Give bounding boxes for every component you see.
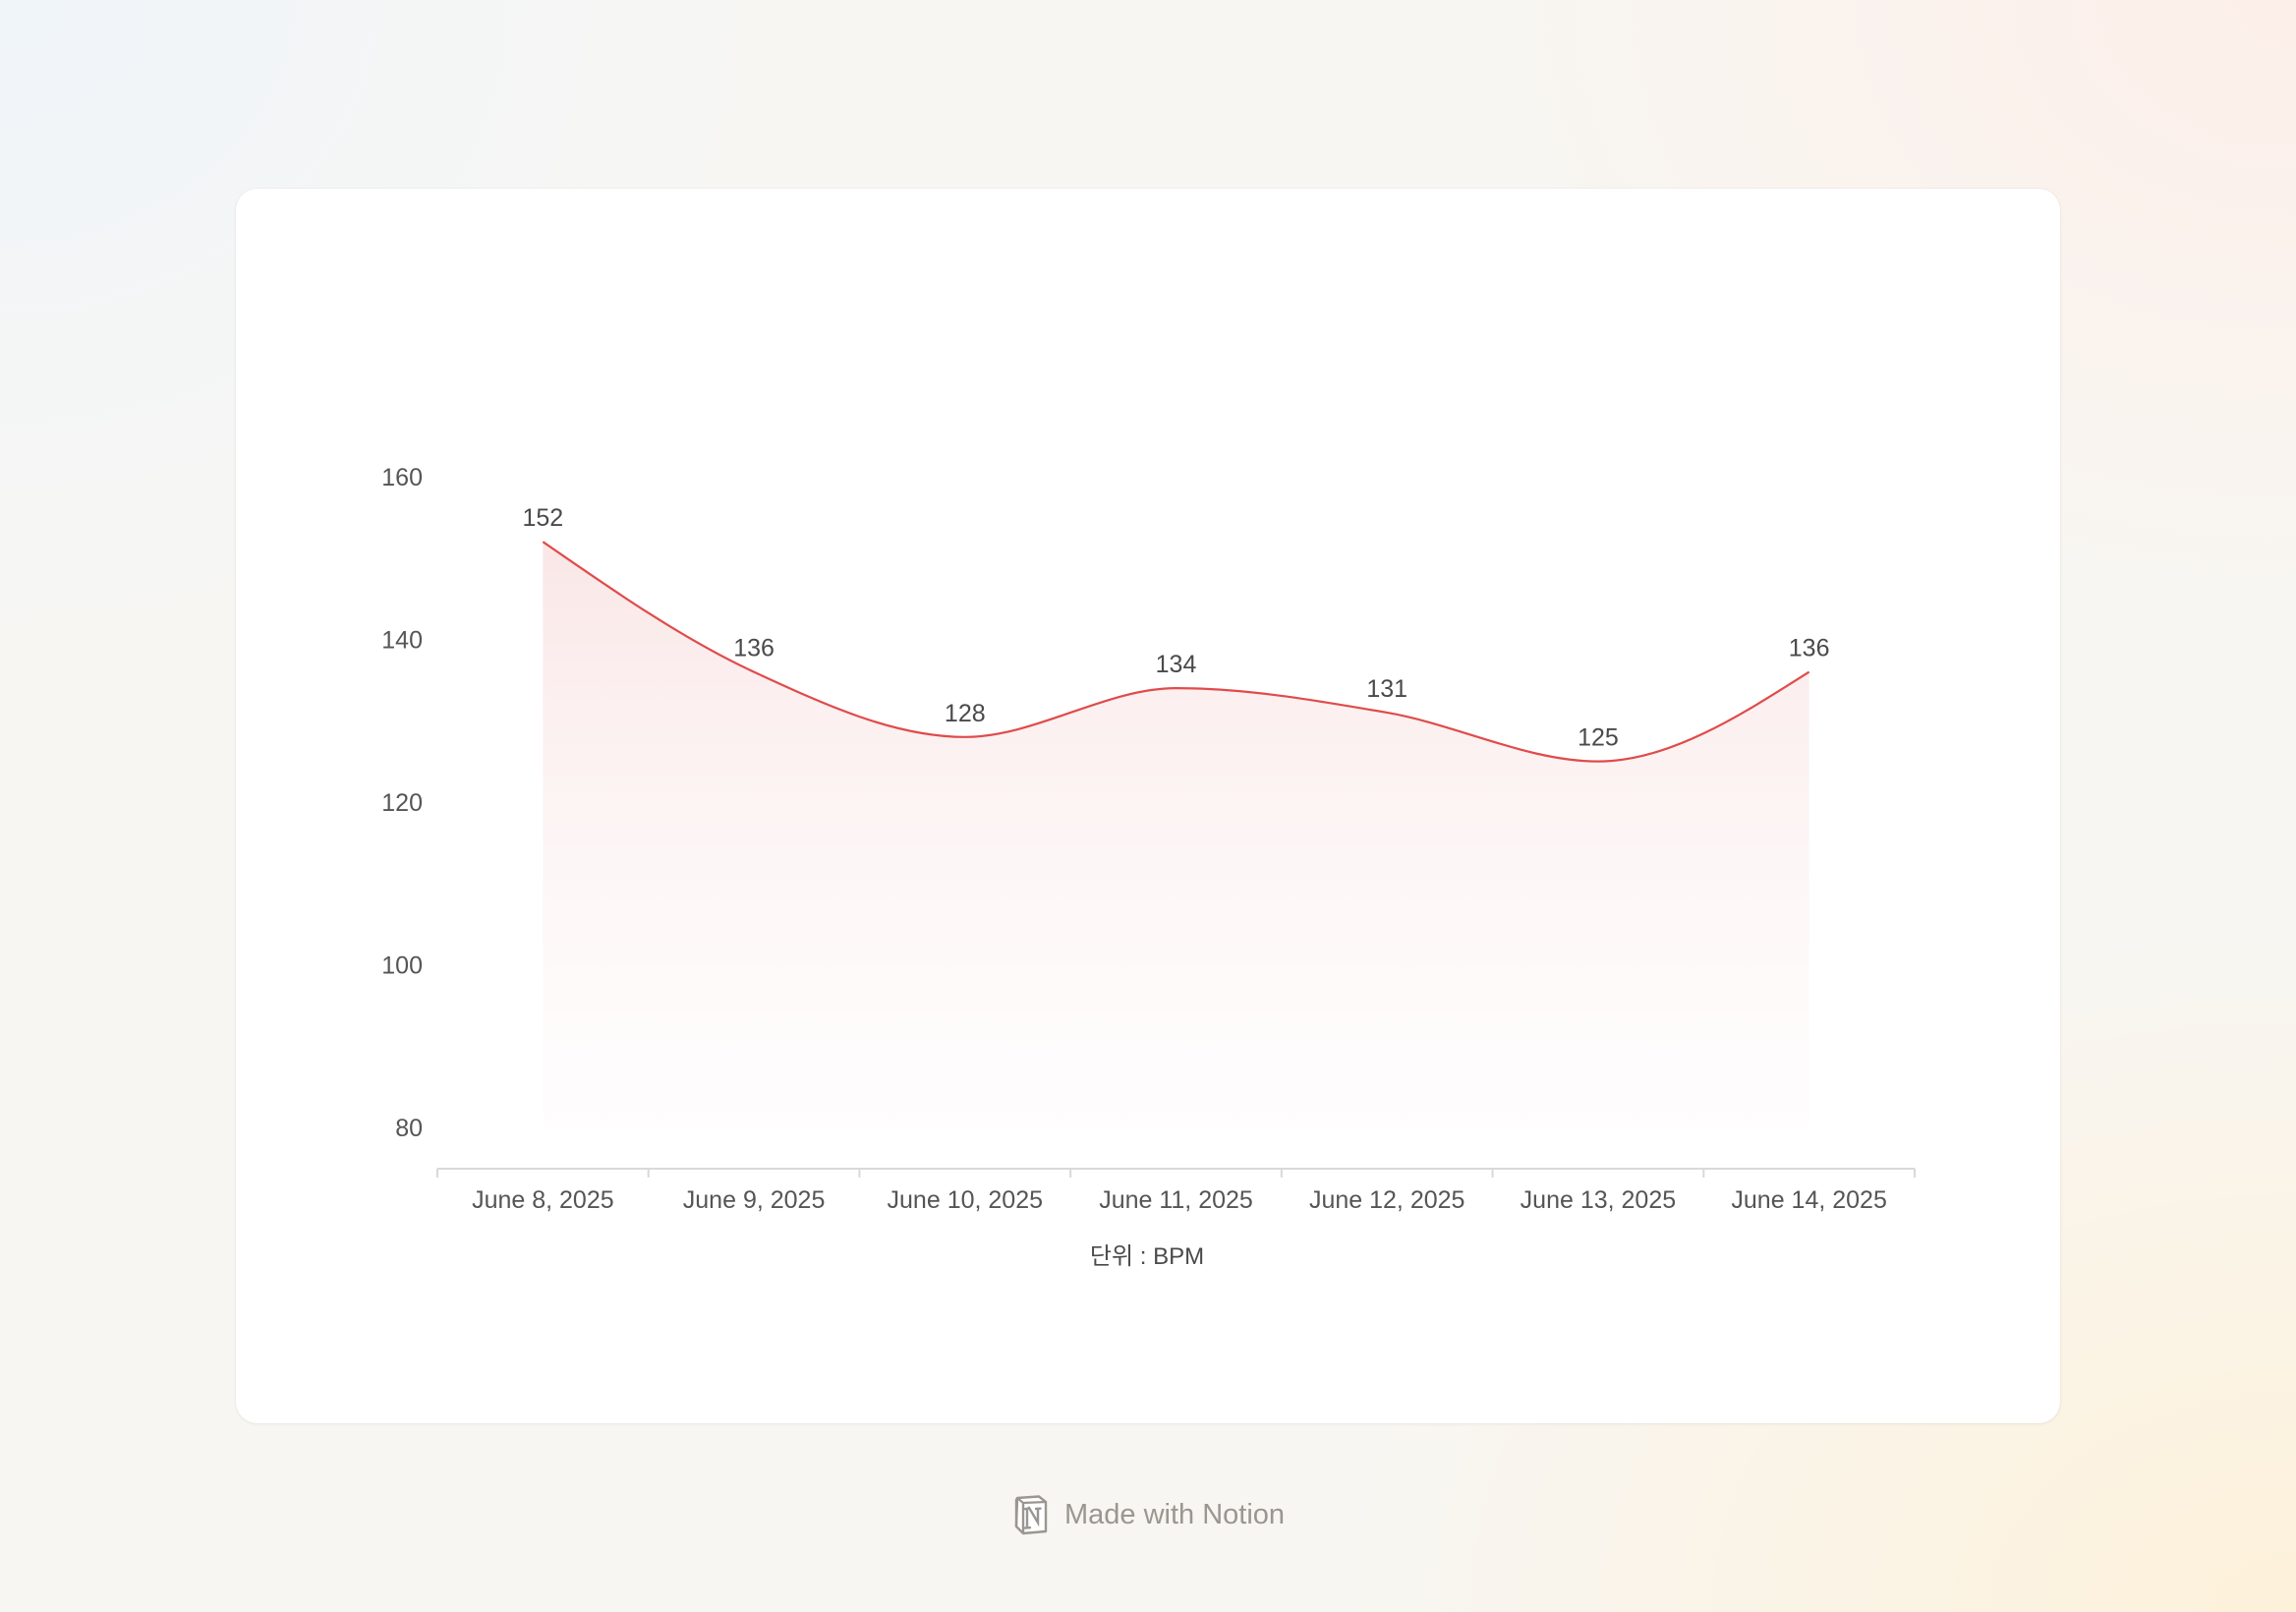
x-tick-label: June 10, 2025 bbox=[888, 1186, 1043, 1214]
data-point bbox=[1808, 670, 1811, 674]
x-tick-label: June 13, 2025 bbox=[1521, 1186, 1676, 1214]
x-tick-label: June 12, 2025 bbox=[1309, 1186, 1464, 1214]
y-tick-label: 140 bbox=[381, 627, 423, 655]
data-point bbox=[963, 735, 967, 739]
y-tick-label: 120 bbox=[381, 789, 423, 817]
data-label: 152 bbox=[522, 504, 563, 532]
data-label: 131 bbox=[1366, 675, 1407, 703]
x-tick-label: June 8, 2025 bbox=[472, 1186, 614, 1214]
x-axis-unit-note: 단위 : BPM bbox=[1090, 1243, 1204, 1270]
data-label: 125 bbox=[1578, 724, 1619, 752]
series-line bbox=[542, 541, 1810, 763]
series-area bbox=[543, 542, 1809, 1127]
data-point bbox=[1175, 686, 1178, 690]
data-point bbox=[541, 540, 545, 544]
x-tick-label: June 9, 2025 bbox=[683, 1186, 826, 1214]
made-with-notion-label: Made with Notion bbox=[1063, 1498, 1286, 1530]
y-tick-label: 100 bbox=[381, 952, 423, 980]
x-tick-label: June 11, 2025 bbox=[1099, 1186, 1253, 1214]
x-tick-label: June 14, 2025 bbox=[1731, 1186, 1886, 1214]
data-label: 136 bbox=[733, 635, 775, 662]
data-label: 136 bbox=[1789, 635, 1830, 662]
made-with-notion-footer[interactable]: Made with Notion bbox=[0, 1494, 2296, 1535]
data-point bbox=[1596, 760, 1600, 764]
data-label: 128 bbox=[945, 700, 986, 727]
data-point bbox=[1385, 711, 1389, 715]
y-tick-label: 80 bbox=[395, 1115, 423, 1142]
data-point bbox=[752, 670, 756, 674]
data-label: 134 bbox=[1156, 651, 1197, 678]
y-tick-label: 160 bbox=[381, 464, 423, 491]
notion-logo-icon bbox=[1014, 1495, 1048, 1535]
